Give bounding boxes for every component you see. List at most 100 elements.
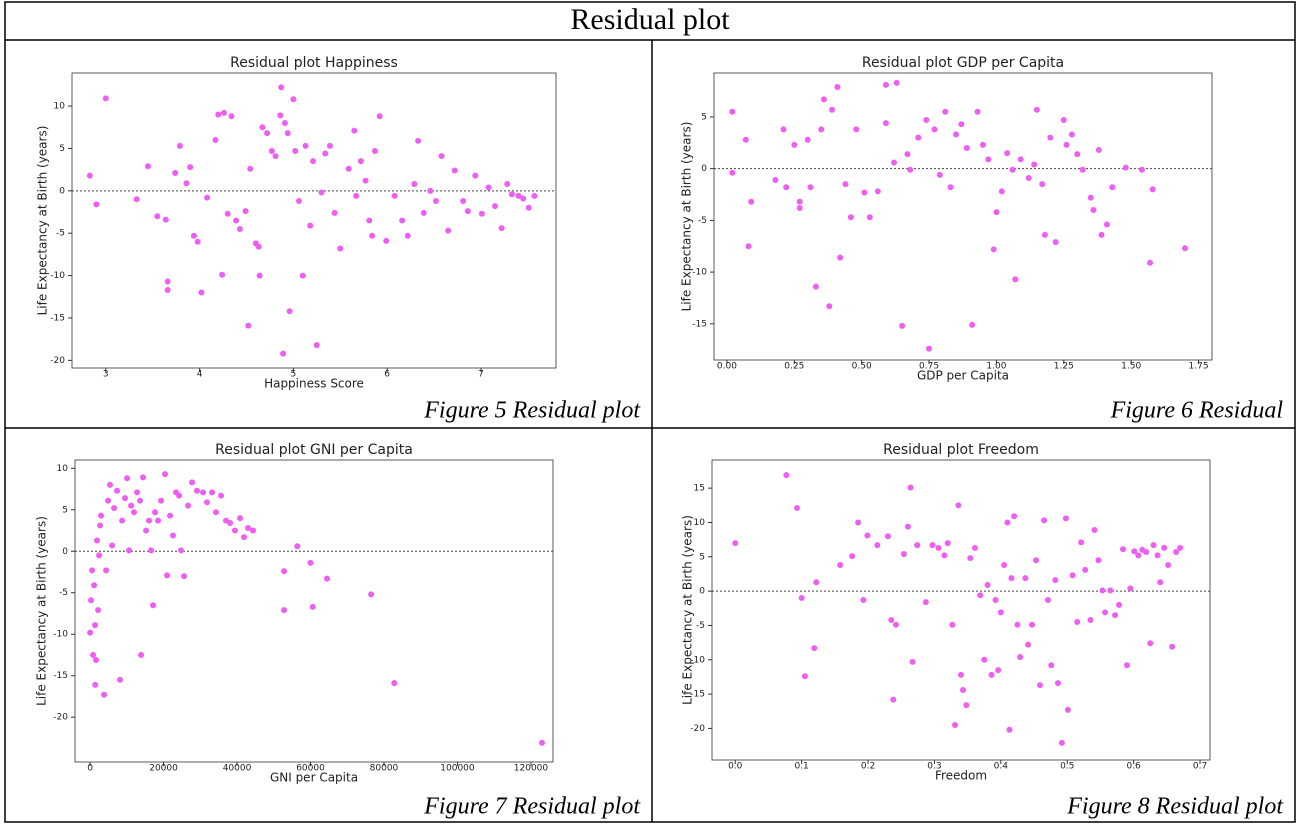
point (272, 153, 279, 160)
point (155, 517, 162, 524)
point (1017, 654, 1024, 661)
point (250, 527, 257, 534)
point (126, 547, 133, 554)
point (914, 542, 921, 549)
point (164, 572, 171, 579)
x-tick-label: 1.25 (1054, 362, 1074, 372)
point (309, 603, 316, 610)
point (1004, 150, 1011, 157)
point (807, 184, 814, 191)
point (826, 303, 833, 310)
point (383, 237, 390, 244)
x-tick-label: 60000 (296, 764, 325, 774)
point (992, 597, 999, 604)
point (783, 184, 790, 191)
point (295, 198, 302, 205)
point (979, 141, 986, 148)
point (95, 607, 102, 614)
x-tick-label: 100000 (440, 764, 475, 774)
point (998, 188, 1005, 195)
point (1102, 609, 1109, 616)
y-tick-label: -20 (53, 713, 68, 723)
point (1022, 575, 1029, 582)
point (796, 204, 803, 211)
point (101, 691, 108, 698)
point (1017, 156, 1024, 163)
point (538, 739, 545, 746)
point (281, 120, 288, 127)
point (798, 594, 805, 601)
point (1078, 539, 1085, 546)
x-tick-label: 3 (103, 370, 109, 380)
x-tick-label: 0.4 (994, 762, 1009, 772)
point (997, 609, 1004, 616)
point (884, 533, 891, 540)
point (1041, 517, 1047, 524)
plot-frame (71, 72, 557, 369)
y-tick-label: 5 (701, 112, 707, 122)
point (1161, 544, 1168, 551)
x-tick-label: 0.5 (1060, 762, 1074, 772)
point (1079, 166, 1086, 173)
point (92, 622, 99, 629)
point (307, 222, 314, 229)
y-tick-label: 0 (62, 547, 68, 557)
x-axis-label: Freedom (935, 769, 987, 783)
point (337, 245, 344, 252)
point (1047, 134, 1054, 141)
point (362, 177, 369, 184)
x-tick-label: 0.00 (717, 362, 737, 372)
point (215, 111, 222, 118)
x-tick-label: 1.75 (1189, 362, 1209, 372)
point (969, 321, 976, 328)
point (1014, 621, 1021, 628)
y-tick-label: -20 (50, 356, 65, 366)
point (1150, 542, 1157, 549)
point (922, 599, 929, 606)
point (818, 126, 825, 133)
point (281, 568, 288, 575)
point (167, 512, 174, 519)
point (146, 517, 153, 524)
point (324, 575, 331, 582)
point (981, 656, 988, 663)
point (860, 597, 867, 604)
point (492, 203, 499, 210)
point (515, 192, 522, 199)
point (255, 243, 262, 250)
plot-title: Residual plot GNI per Capita (215, 442, 413, 458)
point (247, 165, 254, 172)
point (949, 621, 956, 628)
point (114, 487, 121, 494)
point (793, 505, 800, 512)
point (891, 159, 898, 166)
point (148, 547, 155, 554)
point (1120, 546, 1127, 553)
point (941, 552, 948, 559)
point (281, 607, 288, 614)
point (92, 681, 99, 688)
point (866, 214, 873, 221)
point (748, 198, 755, 205)
point (1107, 587, 1114, 594)
x-tick-label: 5 (290, 370, 296, 380)
point (242, 208, 249, 215)
point (1122, 164, 1129, 171)
point (1103, 221, 1110, 228)
point (292, 147, 299, 154)
y-tick-label: 5 (59, 144, 65, 154)
point (162, 471, 169, 478)
x-tick-label: 0 (87, 764, 93, 774)
y-tick-label: 0 (59, 186, 65, 196)
point (1074, 619, 1081, 626)
point (124, 475, 131, 482)
point (1169, 643, 1176, 650)
point (861, 189, 868, 196)
point (772, 177, 779, 184)
point (931, 126, 938, 133)
point (134, 489, 141, 496)
point (963, 702, 970, 709)
point (187, 164, 194, 171)
point (923, 117, 930, 124)
